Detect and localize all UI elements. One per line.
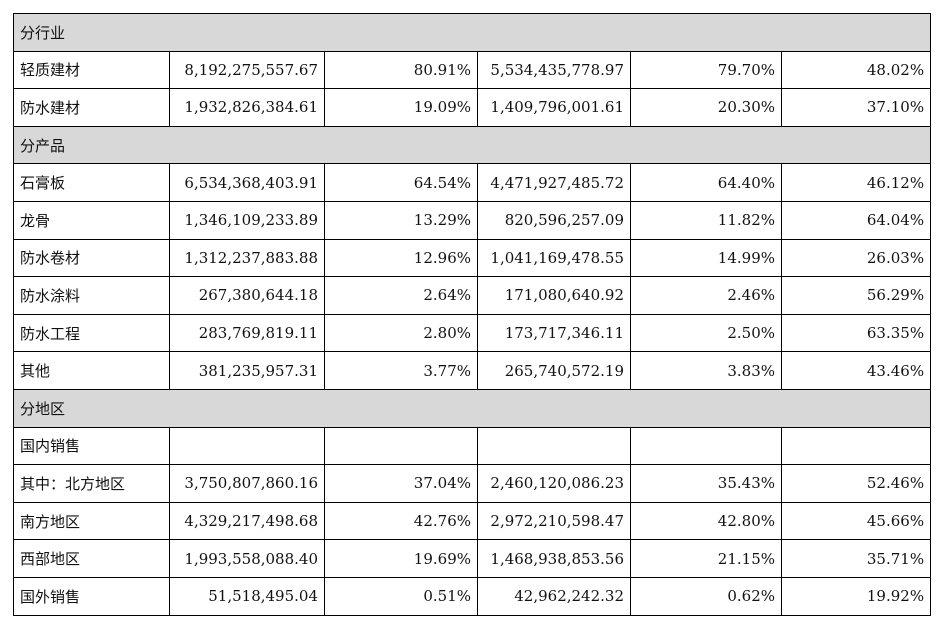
section-header-row: 分行业 [12, 13, 932, 52]
margin-cell: 56.29% [780, 276, 932, 315]
cost-cell: 265,740,572.19 [477, 351, 631, 390]
cost-pct-cell: 11.82% [630, 200, 782, 240]
row-label: 防水工程 [13, 313, 170, 353]
cost-cell: 173,717,346.11 [477, 313, 631, 353]
margin-cell: 37.10% [780, 88, 932, 127]
margin-cell: 64.04% [780, 200, 932, 240]
margin-cell [780, 426, 932, 466]
cost-cell: 42,962,242.32 [477, 576, 631, 616]
row-label: 石膏板 [13, 163, 170, 202]
revenue-pct-cell: 19.69% [324, 539, 478, 578]
revenue-cell: 1,346,109,233.89 [169, 200, 325, 240]
revenue-pct-cell: 64.54% [324, 163, 478, 202]
row-label: 防水卷材 [13, 238, 170, 278]
row-label: 其中：北方地区 [13, 464, 170, 503]
cost-pct-cell: 42.80% [630, 501, 782, 541]
revenue-cell: 6,534,368,403.91 [169, 163, 325, 202]
cost-cell: 820,596,257.09 [477, 200, 631, 240]
cost-pct-cell: 35.43% [630, 464, 782, 503]
row-label: 防水建材 [13, 88, 170, 127]
revenue-cell: 3,750,807,860.16 [169, 464, 325, 503]
cost-cell: 1,468,938,853.56 [477, 539, 631, 578]
section-heading: 分行业 [12, 13, 932, 52]
revenue-cell: 283,769,819.11 [169, 313, 325, 353]
margin-cell: 46.12% [780, 163, 932, 202]
row-label: 国内销售 [13, 426, 170, 466]
table-row: 防水卷材 1,312,237,883.88 12.96% 1,041,169,4… [13, 238, 932, 278]
revenue-cell: 381,235,957.31 [169, 351, 325, 390]
revenue-cell: 1,993,558,088.40 [169, 539, 325, 578]
cost-cell: 2,460,120,086.23 [477, 464, 631, 503]
cost-cell: 4,471,927,485.72 [477, 163, 631, 202]
row-label: 防水涂料 [13, 276, 170, 315]
cost-cell [477, 426, 631, 466]
margin-cell: 63.35% [780, 313, 932, 353]
margin-cell: 26.03% [780, 238, 932, 278]
row-label: 西部地区 [13, 539, 170, 578]
cost-cell: 1,041,169,478.55 [477, 238, 631, 278]
row-label: 龙骨 [13, 200, 170, 240]
revenue-cell [169, 426, 325, 466]
revenue-cell: 1,312,237,883.88 [169, 238, 325, 278]
row-label: 轻质建材 [13, 50, 170, 90]
table-row: 石膏板 6,534,368,403.91 64.54% 4,471,927,48… [13, 163, 932, 202]
revenue-pct-cell: 12.96% [324, 238, 478, 278]
margin-cell: 48.02% [780, 50, 932, 90]
section-header-row: 分地区 [12, 388, 932, 428]
revenue-pct-cell: 3.77% [324, 351, 478, 390]
revenue-cell: 1,932,826,384.61 [169, 88, 325, 127]
revenue-pct-cell: 2.64% [324, 276, 478, 315]
margin-cell: 43.46% [780, 351, 932, 390]
table-row: 防水工程 283,769,819.11 2.80% 173,717,346.11… [13, 313, 932, 353]
revenue-cell: 51,518,495.04 [169, 576, 325, 616]
revenue-pct-cell: 37.04% [324, 464, 478, 503]
cost-pct-cell: 21.15% [630, 539, 782, 578]
revenue-cell: 4,329,217,498.68 [169, 501, 325, 541]
cost-pct-cell: 3.83% [630, 351, 782, 390]
margin-cell: 19.92% [780, 576, 932, 616]
revenue-pct-cell [324, 426, 478, 466]
row-label: 南方地区 [13, 501, 170, 541]
margin-cell: 45.66% [780, 501, 932, 541]
table-body: 分行业 轻质建材 8,192,275,557.67 80.91% 5,534,4… [12, 13, 932, 616]
cost-pct-cell: 2.46% [630, 276, 782, 315]
section-heading: 分产品 [12, 125, 932, 165]
table-row: 龙骨 1,346,109,233.89 13.29% 820,596,257.0… [13, 200, 932, 240]
row-label: 国外销售 [13, 576, 170, 616]
revenue-cell: 8,192,275,557.67 [169, 50, 325, 90]
table-row: 国外销售 51,518,495.04 0.51% 42,962,242.32 0… [13, 576, 932, 616]
section-heading: 分地区 [12, 388, 932, 428]
table-row: 南方地区 4,329,217,498.68 42.76% 2,972,210,5… [13, 501, 932, 541]
cost-pct-cell: 64.40% [630, 163, 782, 202]
table-row: 其中：北方地区 3,750,807,860.16 37.04% 2,460,12… [13, 464, 932, 503]
cost-cell: 171,080,640.92 [477, 276, 631, 315]
financial-table: 分行业 轻质建材 8,192,275,557.67 80.91% 5,534,4… [12, 13, 932, 616]
table-row: 防水涂料 267,380,644.18 2.64% 171,080,640.92… [13, 276, 932, 315]
revenue-pct-cell: 80.91% [324, 50, 478, 90]
cost-pct-cell: 20.30% [630, 88, 782, 127]
cost-pct-cell: 0.62% [630, 576, 782, 616]
revenue-pct-cell: 42.76% [324, 501, 478, 541]
table-row: 西部地区 1,993,558,088.40 19.69% 1,468,938,8… [13, 539, 932, 578]
cost-cell: 1,409,796,001.61 [477, 88, 631, 127]
table-row: 防水建材 1,932,826,384.61 19.09% 1,409,796,0… [13, 88, 932, 127]
table-row: 国内销售 [13, 426, 932, 466]
revenue-pct-cell: 13.29% [324, 200, 478, 240]
table-row: 轻质建材 8,192,275,557.67 80.91% 5,534,435,7… [13, 50, 932, 90]
cost-cell: 5,534,435,778.97 [477, 50, 631, 90]
cost-pct-cell: 2.50% [630, 313, 782, 353]
section-header-row: 分产品 [12, 125, 932, 165]
margin-cell: 35.71% [780, 539, 932, 578]
cost-cell: 2,972,210,598.47 [477, 501, 631, 541]
table-row: 其他 381,235,957.31 3.77% 265,740,572.19 3… [13, 351, 932, 390]
row-label: 其他 [13, 351, 170, 390]
cost-pct-cell: 14.99% [630, 238, 782, 278]
cost-pct-cell: 79.70% [630, 50, 782, 90]
margin-cell: 52.46% [780, 464, 932, 503]
revenue-pct-cell: 19.09% [324, 88, 478, 127]
revenue-pct-cell: 2.80% [324, 313, 478, 353]
revenue-pct-cell: 0.51% [324, 576, 478, 616]
revenue-cell: 267,380,644.18 [169, 276, 325, 315]
cost-pct-cell [630, 426, 782, 466]
